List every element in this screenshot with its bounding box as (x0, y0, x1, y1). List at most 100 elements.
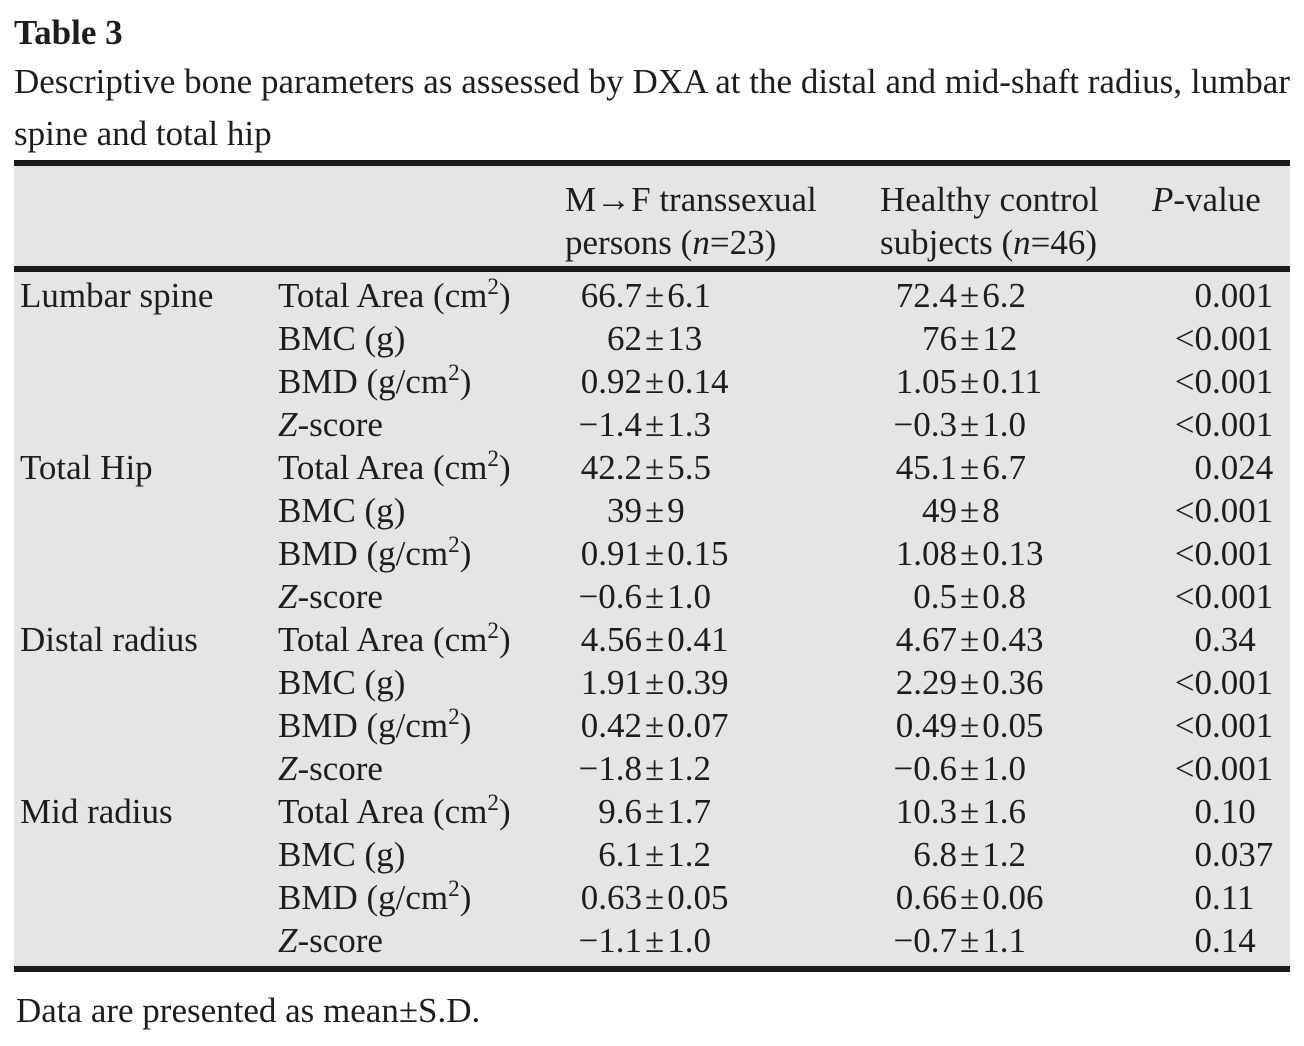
col-header-mtf-line2: persons (n=23) (565, 223, 777, 262)
pvalue-cell: <0. 001 (1174, 749, 1274, 788)
pvalue-cell: <0. 001 (1174, 663, 1274, 702)
region-cell (14, 747, 272, 790)
region-cell (14, 403, 272, 446)
col-header-mtf: M→F transsexual persons (n=23) (565, 178, 880, 264)
param-cell: BMC (g) (278, 663, 406, 702)
param-cell: Total Area (cm2) (278, 445, 511, 487)
value-cell-control: −0.3 ±1.0 (893, 405, 1026, 444)
param-cell: Total Area (cm2) (278, 273, 511, 315)
pvalue-cell: 0. 34 (1194, 620, 1256, 659)
region-cell (14, 833, 272, 876)
value-cell-mtf: −0.6 ±1.0 (578, 577, 711, 616)
param-cell: BMD (g/cm2) (278, 359, 472, 401)
value-cell-mtf: 0.42 ±0.07 (580, 706, 729, 745)
data-table: M→F transsexual persons (n=23) Healthy c… (14, 160, 1290, 972)
table-label: Table 3 (14, 13, 123, 52)
value-cell-mtf: 9.6 ±1.7 (598, 792, 711, 831)
table-caption-block: Table 3 Descriptive bone parameters as a… (14, 12, 1290, 160)
region-cell (14, 661, 272, 704)
param-cell: Z-score (278, 405, 383, 444)
value-cell-control: 0.5 ±0.8 (913, 577, 1026, 616)
pvalue-cell: 0. 10 (1194, 792, 1256, 831)
value-cell-control: 2.29 ±0.36 (895, 663, 1044, 702)
pvalue-cell: 0. 037 (1194, 835, 1274, 874)
table-footnote: Data are presented as mean±S.D. (16, 991, 481, 1030)
col-header-mtf-line1: M→F transsexual (565, 180, 817, 219)
param-cell: Z-score (278, 577, 383, 616)
region-cell: Total Hip (20, 448, 153, 487)
pvalue-cell: 0. 024 (1194, 448, 1274, 487)
region-cell (14, 489, 272, 532)
value-cell-mtf: 0.92 ±0.14 (580, 362, 729, 401)
param-cell: Total Area (cm2) (278, 789, 511, 831)
region-cell (14, 532, 272, 575)
value-cell-control: −0.6 ±1.0 (893, 749, 1026, 788)
table-body: Lumbar spine Total Area (cm2) 66.7 ±6.1 72.4… (14, 272, 1290, 966)
value-cell-control: 45.1 ±6.7 (895, 448, 1026, 487)
value-cell-control: 1.08 ±0.13 (895, 534, 1044, 573)
value-cell-control: 0.66 ±0.06 (895, 878, 1044, 917)
region-cell: Lumbar spine (20, 276, 214, 315)
value-cell-control: 4.67 ±0.43 (895, 620, 1044, 659)
pvalue-cell: 0. 001 (1194, 276, 1274, 315)
table-bottom-rule (14, 966, 1290, 972)
paper-page: Table 3 Descriptive bone parameters as a… (0, 12, 1304, 1034)
value-cell-control: 76 ±12 (922, 319, 1018, 358)
col-header-pvalue: P-value (1152, 180, 1261, 219)
pvalue-cell: <0. 001 (1174, 706, 1274, 745)
param-cell: BMC (g) (278, 491, 406, 530)
table-mid-rule (14, 266, 1290, 272)
region-cell: Distal radius (20, 620, 198, 659)
pvalue-cell: 0. 11 (1194, 878, 1255, 917)
value-cell-mtf: 0.63 ±0.05 (580, 878, 729, 917)
value-cell-control: 1.05 ±0.11 (895, 362, 1043, 401)
pvalue-cell: <0. 001 (1174, 319, 1274, 358)
region-cell (14, 876, 272, 919)
col-header-control-line1: Healthy control (880, 180, 1099, 219)
value-cell-mtf: 4.56 ±0.41 (580, 620, 729, 659)
value-cell-control: 72.4 ±6.2 (895, 276, 1026, 315)
value-cell-mtf: −1.4 ±1.3 (578, 405, 711, 444)
pvalue-cell: 0. 14 (1194, 921, 1256, 960)
region-cell (14, 317, 272, 360)
value-cell-mtf: 0.91 ±0.15 (580, 534, 729, 573)
value-cell-control: 49 ±8 (922, 491, 1000, 530)
table-caption: Descriptive bone parameters as assessed … (14, 62, 1290, 153)
pvalue-cell: <0. 001 (1174, 577, 1274, 616)
col-header-empty-region (14, 178, 272, 264)
col-header-empty-param (272, 178, 565, 264)
table-top-rule (14, 160, 1290, 166)
param-cell: BMC (g) (278, 835, 406, 874)
pvalue-cell: <0. 001 (1174, 534, 1274, 573)
value-cell-mtf: 39 ±9 (607, 491, 685, 530)
value-cell-mtf: 62 ±13 (607, 319, 703, 358)
param-cell: Z-score (278, 921, 383, 960)
pvalue-cell: <0. 001 (1174, 491, 1274, 530)
value-cell-mtf: −1.1 ±1.0 (578, 921, 711, 960)
col-header-control: Healthy control subjects (n=46) (880, 178, 1140, 264)
region-cell (14, 575, 272, 618)
param-cell: BMD (g/cm2) (278, 531, 472, 573)
region-cell (14, 919, 272, 962)
param-cell: Z-score (278, 749, 383, 788)
value-cell-mtf: 42.2 ±5.5 (580, 448, 711, 487)
col-header-control-line2: subjects (n=46) (880, 223, 1098, 262)
value-cell-mtf: 66.7 ±6.1 (580, 276, 711, 315)
param-cell: Total Area (cm2) (278, 617, 511, 659)
param-cell: BMC (g) (278, 319, 406, 358)
pvalue-cell: <0. 001 (1174, 405, 1274, 444)
value-cell-control: 6.8 ±1.2 (913, 835, 1026, 874)
value-cell-control: 10.3 ±1.6 (895, 792, 1026, 831)
param-cell: BMD (g/cm2) (278, 875, 472, 917)
table-header-row: M→F transsexual persons (n=23) Healthy c… (14, 166, 1290, 266)
value-cell-mtf: 6.1 ±1.2 (598, 835, 711, 874)
region-cell (14, 360, 272, 403)
value-cell-mtf: 1.91 ±0.39 (580, 663, 729, 702)
pvalue-cell: <0. 001 (1174, 362, 1274, 401)
region-cell: Mid radius (20, 792, 173, 831)
value-cell-control: −0.7 ±1.1 (893, 921, 1026, 960)
region-cell (14, 704, 272, 747)
value-cell-mtf: −1.8 ±1.2 (578, 749, 711, 788)
value-cell-control: 0.49 ±0.05 (895, 706, 1044, 745)
param-cell: BMD (g/cm2) (278, 703, 472, 745)
